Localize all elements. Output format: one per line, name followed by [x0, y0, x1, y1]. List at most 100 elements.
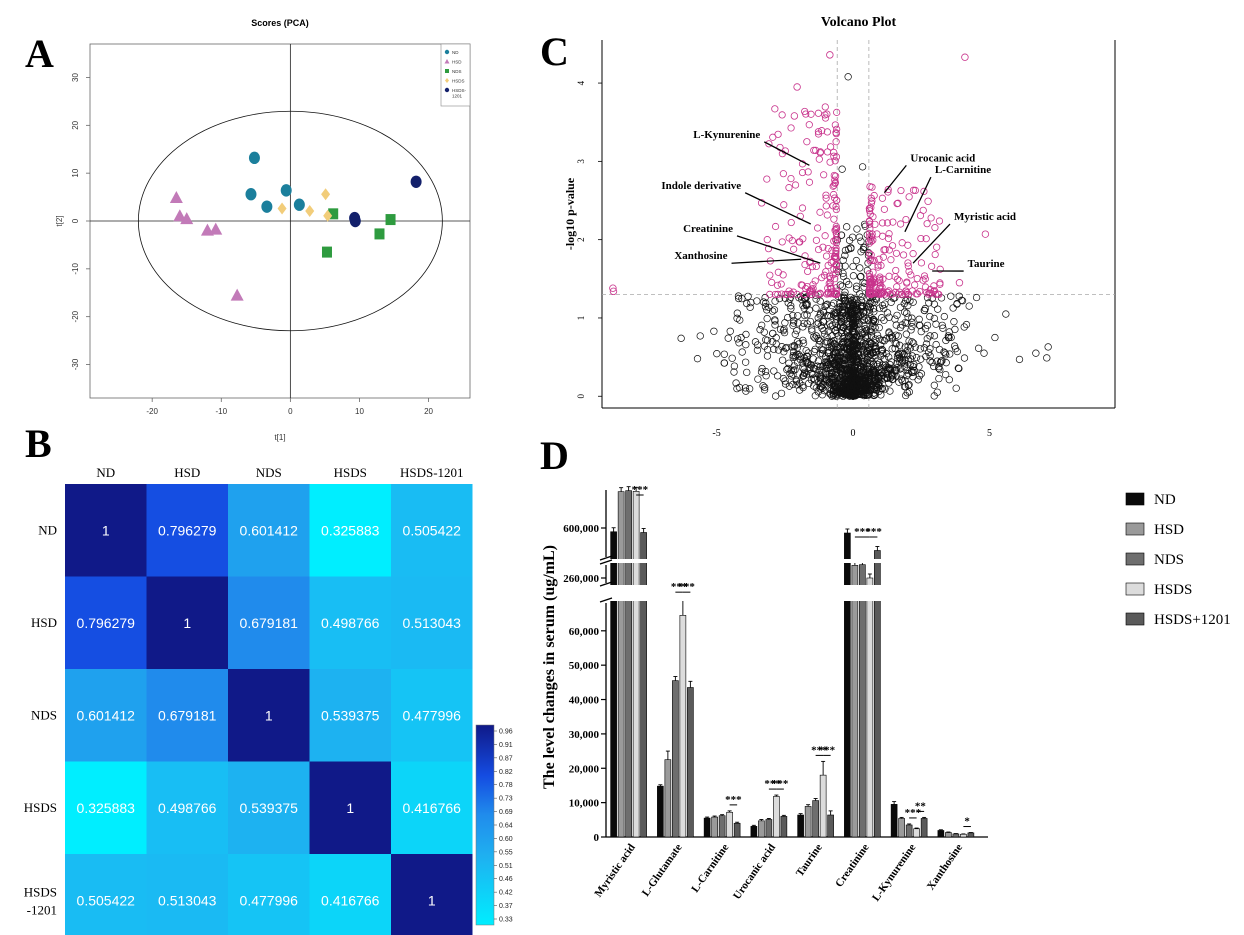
volcano-point-ns — [837, 231, 846, 239]
volcano-point-ns — [908, 322, 916, 331]
volcano-point-ns — [770, 345, 778, 353]
bar-ytick-label: 20,000 — [569, 763, 600, 775]
volcano-point-ns — [926, 312, 934, 321]
volcano-point-ns — [793, 350, 801, 359]
bar — [937, 830, 945, 838]
volcano-point-sig — [778, 238, 786, 246]
volcano-point-ns — [871, 317, 879, 326]
volcano-point-sig — [831, 226, 839, 234]
volcano-point-ns — [849, 348, 858, 356]
volcano-point-ns — [858, 163, 867, 171]
volcano-point-ns — [831, 348, 840, 357]
volcano-point-ns — [895, 350, 903, 359]
volcano-plot: Volcano Plot-50501234Log2 Fold chang (ND… — [563, 15, 1116, 439]
volcano-point-ns — [840, 294, 848, 302]
volcano-point-ns — [790, 317, 798, 325]
heatmap-cell — [228, 761, 310, 854]
volcano-point-ns — [869, 317, 877, 326]
heatmap-cell — [65, 761, 147, 854]
volcano-point-sig — [801, 107, 809, 116]
volcano-point-sig — [879, 253, 887, 261]
colorbar-tick-label: 0.73 — [499, 796, 513, 803]
colorbar-tick-label: 0.33 — [499, 917, 513, 924]
volcano-point-ns — [826, 385, 834, 393]
volcano-point-ns — [844, 73, 852, 81]
heatmap-cell-value: 0.416766 — [321, 892, 380, 908]
volcano-point-ns — [816, 310, 825, 318]
volcano-point-ns — [941, 349, 949, 357]
volcano-point-ns — [820, 318, 828, 326]
volcano-point-sig — [831, 121, 839, 129]
bar — [632, 491, 640, 838]
volcano-point-sig — [878, 219, 887, 227]
volcano-point-ns — [930, 381, 938, 389]
volcano-point-ns — [863, 371, 871, 380]
volcano-point-ns — [841, 262, 849, 270]
heatmap-cell — [65, 576, 147, 669]
bar — [718, 815, 726, 838]
bar — [687, 687, 694, 838]
heatmap-cell-value: 0.796279 — [77, 615, 136, 631]
volcano-point-ns — [860, 362, 868, 370]
bar — [812, 800, 819, 838]
volcano-point-ns — [887, 358, 895, 366]
bar-sig-marker: *** — [865, 526, 882, 538]
volcano-point-sig — [961, 53, 969, 61]
volcano-point-sig — [797, 281, 805, 289]
volcano-point-ns — [811, 375, 819, 384]
volcano-point-ns — [733, 309, 742, 317]
volcano-point-ns — [925, 299, 933, 307]
volcano-point-sig — [827, 143, 835, 151]
volcano-point-ns — [852, 282, 861, 290]
heatmap-cell — [65, 854, 147, 935]
pca-ytick-label: -20 — [71, 310, 80, 322]
volcano-point-ns — [814, 319, 822, 327]
volcano-point-ns — [720, 350, 728, 358]
volcano-point-ns — [777, 389, 786, 398]
volcano-point-sig — [892, 266, 900, 275]
volcano-point-ns — [834, 332, 843, 340]
volcano-point-sig — [830, 215, 838, 223]
volcano-point-sig — [888, 290, 897, 298]
volcano-point-sig — [816, 148, 825, 156]
volcano-point-ns — [843, 338, 851, 347]
volcano-point-ns — [951, 345, 960, 353]
bar-sig-marker: *** — [772, 778, 789, 790]
pca-legend-label: HSDS- — [452, 88, 467, 93]
volcano-point-ns — [828, 392, 836, 400]
volcano-point-ns — [781, 294, 789, 302]
volcano-point-ns — [903, 319, 911, 327]
heatmap-cell-value: 0.679181 — [240, 615, 299, 631]
volcano-point-sig — [831, 172, 840, 180]
volcano-point-ns — [910, 366, 918, 375]
bar-ytick-label: 30,000 — [569, 729, 600, 741]
volcano-annotation: Myristic acid — [954, 211, 1016, 223]
heatmap-col-label: HSDS — [334, 465, 367, 480]
pca-ytick-label: -30 — [71, 358, 80, 370]
volcano-point-ns — [779, 374, 788, 383]
volcano-point-sig — [833, 290, 841, 298]
bar — [758, 820, 765, 838]
bar-legend-label: ND — [1154, 492, 1176, 508]
volcano-point-ns — [1015, 355, 1024, 364]
volcano-point-ns — [829, 391, 838, 400]
volcano-point-ns — [820, 308, 828, 317]
volcano-point-ns — [864, 316, 872, 324]
pca-point-hsds-1201 — [349, 214, 361, 228]
volcano-point-sig — [916, 287, 924, 296]
volcano-point-ns — [733, 335, 742, 343]
volcano-point-ns — [758, 364, 766, 373]
heatmap-cell-value: 0.498766 — [321, 615, 380, 631]
volcano-point-sig — [823, 211, 831, 219]
bar-legend-swatch — [1125, 612, 1145, 626]
volcano-point-sig — [821, 114, 830, 122]
volcano-point-sig — [787, 218, 795, 227]
bar-legend-label: HSDS — [1154, 582, 1192, 598]
volcano-point-ns — [803, 320, 811, 328]
volcano-point-ns — [852, 285, 861, 293]
volcano-point-sig — [822, 202, 830, 210]
bar — [859, 564, 866, 838]
bar-sig-marker: *** — [819, 744, 836, 756]
volcano-point-sig — [814, 128, 823, 136]
volcano-point-ns — [860, 357, 868, 366]
